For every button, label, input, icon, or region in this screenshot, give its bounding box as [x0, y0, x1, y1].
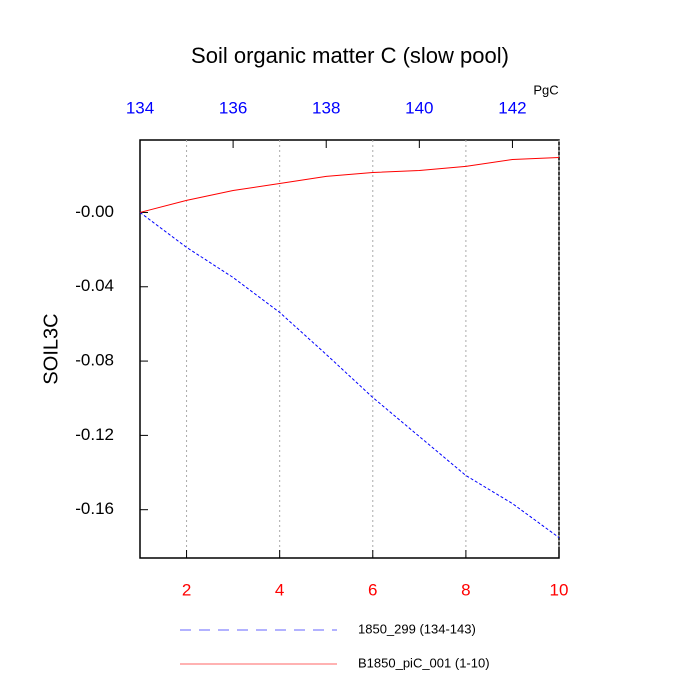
x-tick-label: 6	[368, 580, 377, 599]
y-tick-label: -0.00	[75, 202, 114, 221]
x-tick-label: 4	[275, 580, 284, 599]
series-line	[139, 212, 560, 538]
x2-tick-label: 142	[498, 98, 526, 117]
x2-tick-label: 138	[312, 98, 340, 117]
y-tick-label: -0.12	[75, 425, 114, 444]
legend-label: B1850_piC_001 (1-10)	[358, 655, 490, 670]
legend-label: 1850_299 (134-143)	[358, 621, 476, 636]
x-tick-label: 2	[182, 580, 191, 599]
series-line	[139, 156, 560, 213]
y-tick-label: -0.04	[75, 276, 114, 295]
x2-axis-label: PgC	[533, 82, 558, 97]
y-tick-label: -0.16	[75, 499, 114, 518]
chart-title: Soil organic matter C (slow pool)	[191, 43, 509, 68]
plot-frame	[139, 139, 560, 559]
x-tick-label: 8	[461, 580, 470, 599]
x2-tick-label: 134	[126, 98, 154, 117]
x2-tick-label: 140	[405, 98, 433, 117]
y-axis-label: SOIL3C	[40, 313, 62, 384]
x2-tick-label: 136	[219, 98, 247, 117]
x-tick-label: 10	[550, 580, 569, 599]
y-tick-label: -0.08	[75, 351, 114, 370]
